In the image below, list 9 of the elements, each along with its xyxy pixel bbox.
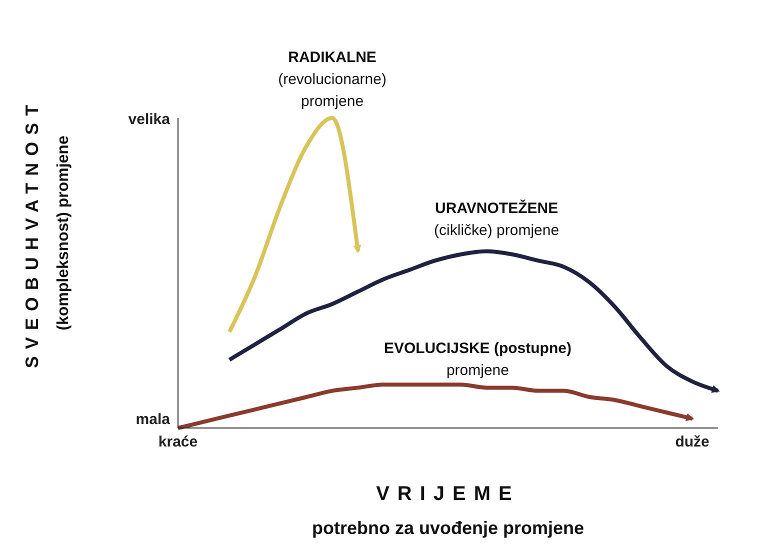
text: RADIKALNE (revolucionarne) promjene [278, 49, 386, 110]
x-tick-label: kraće [158, 434, 198, 451]
series-label: URAVNOTEŽENE (cikličke) promjene [434, 199, 560, 239]
text: velika [128, 111, 171, 128]
series-label: EVOLUCIJSKE (postupne) promjene [384, 340, 572, 379]
x-tick-label: duže [675, 434, 710, 451]
text: mala [136, 411, 171, 428]
x-axis-title: VRIJEME potrebno za uvođenje promjene [312, 483, 584, 538]
y-axis-title: SVEOBUHVATNOST (kompleksnost) promjene [22, 98, 72, 368]
